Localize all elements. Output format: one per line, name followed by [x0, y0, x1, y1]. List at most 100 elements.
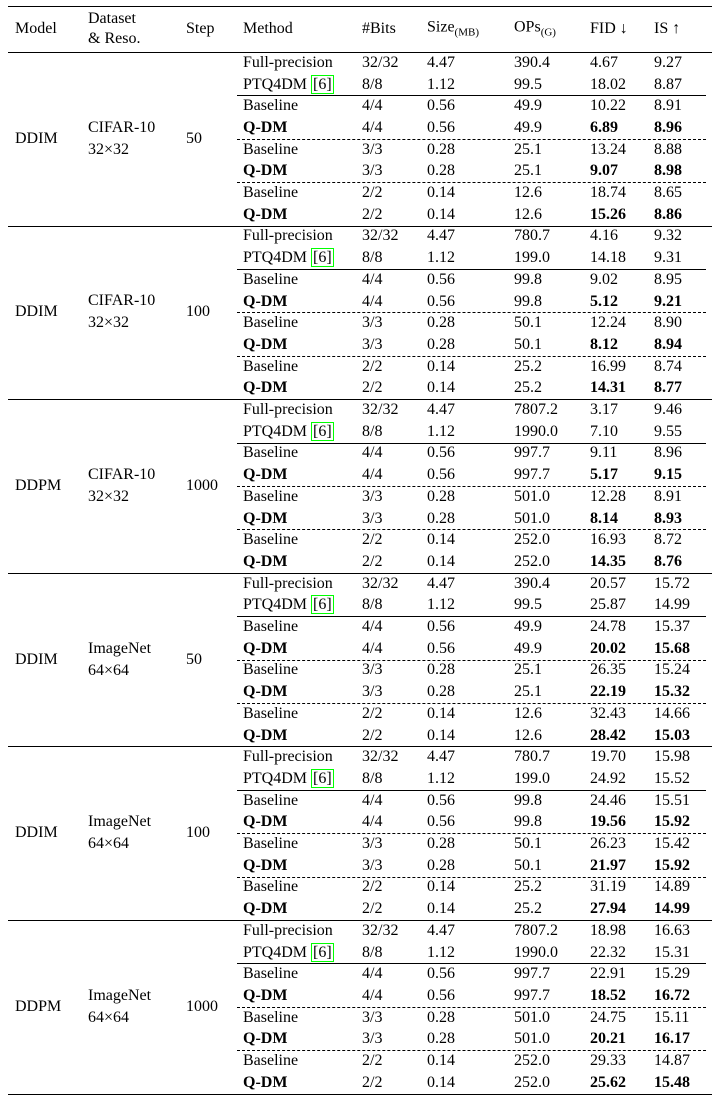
- cell: 2/2: [362, 531, 383, 549]
- cell: 501.0: [514, 1030, 550, 1048]
- cell: 4/4: [362, 639, 383, 657]
- citation: [6]: [311, 421, 334, 441]
- citation: [6]: [311, 248, 334, 268]
- step: 1000: [186, 477, 218, 494]
- cell: 780.7: [514, 227, 550, 245]
- cell: 0.56: [427, 639, 455, 657]
- cell: 501.0: [514, 487, 550, 505]
- cell: 25.1: [514, 661, 542, 679]
- cell: 15.26: [590, 205, 626, 223]
- step: 100: [186, 824, 210, 842]
- cell: 13.24: [590, 140, 626, 158]
- cell: 0.28: [427, 1008, 455, 1026]
- cell: 0.14: [427, 878, 455, 896]
- cell: 4.47: [427, 748, 455, 766]
- header-label: #Bits: [362, 20, 396, 37]
- cell: 0.14: [427, 552, 455, 570]
- dataset: ImageNet: [88, 813, 152, 831]
- cell: 1.12: [427, 596, 455, 614]
- cell: 0.28: [427, 835, 455, 853]
- cell: 12.6: [514, 704, 542, 722]
- cell: 1.12: [427, 422, 455, 440]
- cell: 1.12: [427, 943, 455, 961]
- method: Baseline: [243, 487, 299, 505]
- cell: 0.28: [427, 856, 455, 874]
- cell: 4/4: [362, 813, 383, 831]
- cell: 12.6: [514, 184, 542, 202]
- cell: 0.14: [427, 184, 455, 202]
- cell: 780.7: [514, 748, 550, 766]
- cell: 19.56: [590, 813, 626, 831]
- step: 50: [186, 650, 202, 668]
- cell: 0.14: [427, 704, 455, 722]
- cell: 8.76: [654, 552, 682, 570]
- cell: 25.2: [514, 900, 542, 918]
- cell: 9.46: [654, 401, 682, 419]
- cell: 16.99: [590, 357, 626, 375]
- cell: 14.66: [654, 704, 690, 722]
- method: Baseline: [243, 531, 299, 549]
- cell: 15.03: [654, 726, 690, 744]
- cell: 4/4: [362, 97, 383, 115]
- cell: 31.19: [590, 878, 626, 896]
- method: Full-precision: [243, 227, 333, 245]
- cell: 8.94: [654, 335, 682, 353]
- cell: 16.63: [654, 921, 690, 939]
- dashed-rule: [237, 1050, 706, 1052]
- method: Baseline: [243, 661, 299, 679]
- method: Q-DM: [243, 813, 288, 831]
- cell: 0.28: [427, 162, 455, 180]
- cell: 9.07: [590, 162, 618, 180]
- method: Baseline: [243, 140, 299, 158]
- cell: 16.93: [590, 531, 626, 549]
- cell: 1.12: [427, 249, 455, 267]
- cell: 0.56: [427, 791, 455, 809]
- method: Q-DM: [243, 726, 288, 744]
- cell: 8.86: [654, 205, 682, 223]
- cell: 14.99: [654, 596, 690, 614]
- header-subscript: (G): [540, 26, 556, 39]
- cell: 14.99: [654, 900, 690, 918]
- cell: 2/2: [362, 726, 383, 744]
- rule: [8, 225, 712, 227]
- method: Baseline: [243, 1052, 299, 1070]
- cell: 26.35: [590, 661, 626, 679]
- cell: 997.7: [514, 965, 550, 983]
- cell: 252.0: [514, 531, 550, 549]
- method: PTQ4DM [6]: [243, 248, 334, 268]
- cell: 18.02: [590, 75, 626, 93]
- cell: 15.32: [654, 683, 690, 701]
- cell: 12.28: [590, 487, 626, 505]
- model: DDIM: [15, 303, 58, 321]
- cell: 12.6: [514, 205, 542, 223]
- cell: 8.88: [654, 140, 682, 158]
- cell: 0.56: [427, 118, 455, 136]
- dataset: 64×64: [88, 835, 130, 853]
- cell: 8.74: [654, 357, 682, 375]
- method: Q-DM: [243, 856, 288, 874]
- method: Baseline: [243, 444, 299, 462]
- cell: 99.8: [514, 791, 542, 809]
- cell: 24.75: [590, 1008, 626, 1026]
- cell: 25.1: [514, 140, 542, 158]
- cell: 3/3: [362, 314, 383, 332]
- cell: 50.1: [514, 835, 542, 853]
- model: DDIM: [15, 824, 58, 842]
- dashed-rule: [237, 138, 706, 140]
- cell: 2/2: [362, 1073, 383, 1091]
- method: Baseline: [243, 791, 299, 809]
- cell: 14.87: [654, 1052, 690, 1070]
- cell: 14.35: [590, 552, 626, 570]
- cell: 99.8: [514, 292, 542, 310]
- cell: 4.67: [590, 53, 618, 71]
- rule: [8, 1093, 712, 1095]
- cell: 50.1: [514, 856, 542, 874]
- method: PTQ4DM [6]: [243, 421, 334, 441]
- rule: [8, 52, 712, 53]
- cell: 4.47: [427, 921, 455, 939]
- cell: 20.02: [590, 639, 626, 657]
- header-cell: #Bits: [362, 21, 396, 37]
- cell: 9.55: [654, 422, 682, 440]
- cell: 3/3: [362, 140, 383, 158]
- model: DDPM: [15, 997, 62, 1015]
